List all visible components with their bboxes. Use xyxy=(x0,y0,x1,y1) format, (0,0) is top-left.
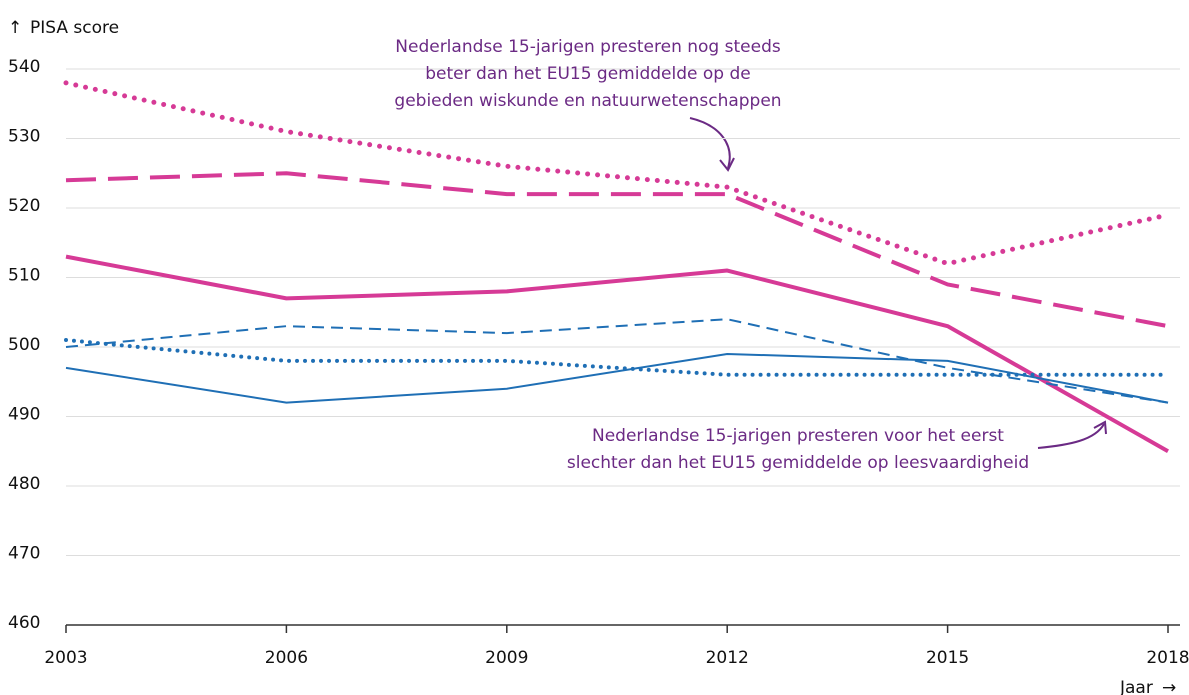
x-arrow: → xyxy=(1162,678,1176,695)
series-line xyxy=(65,171,1169,329)
x-axis-label: Jaar xyxy=(1119,678,1153,695)
annotation-arrowhead xyxy=(719,157,735,172)
annotation-arrowhead xyxy=(1093,420,1107,435)
y-tick-label: 460 xyxy=(8,613,40,633)
series-line xyxy=(63,80,1171,267)
x-tick-label: 2006 xyxy=(265,648,308,668)
x-tick-label: 2012 xyxy=(706,648,749,668)
y-tick-label: 520 xyxy=(8,196,40,216)
annotation: beter dan het EU15 gemiddelde op de xyxy=(425,64,750,84)
annotation: Nederlandse 15-jarigen presteren voor he… xyxy=(592,426,1004,446)
y-tick-label: 500 xyxy=(8,335,40,355)
y-tick-label: 470 xyxy=(8,544,40,564)
y-tick-label: 480 xyxy=(8,474,40,494)
x-tick-label: 2003 xyxy=(44,648,87,668)
y-axis-label: PISA score xyxy=(30,18,119,38)
y-tick-label: 510 xyxy=(8,266,40,286)
series-line xyxy=(65,254,1169,453)
annotation-arrow xyxy=(1037,423,1105,449)
annotation: slechter dan het EU15 gemiddelde op lees… xyxy=(567,453,1029,473)
y-tick-label: 530 xyxy=(8,127,40,147)
annotation: gebieden wiskunde en natuurwetenschappen xyxy=(394,91,781,111)
annotation-arrow xyxy=(689,117,731,169)
y-arrow: ↑ xyxy=(8,18,22,38)
y-tick-label: 540 xyxy=(8,57,40,77)
x-tick-label: 2015 xyxy=(926,648,969,668)
annotation: Nederlandse 15-jarigen presteren nog ste… xyxy=(395,37,781,57)
series-line xyxy=(64,338,1170,377)
x-tick-label: 2009 xyxy=(485,648,528,668)
y-tick-label: 490 xyxy=(8,405,40,425)
x-tick-label: 2018 xyxy=(1146,648,1189,668)
series-line xyxy=(65,318,1169,404)
series-line xyxy=(65,352,1169,404)
